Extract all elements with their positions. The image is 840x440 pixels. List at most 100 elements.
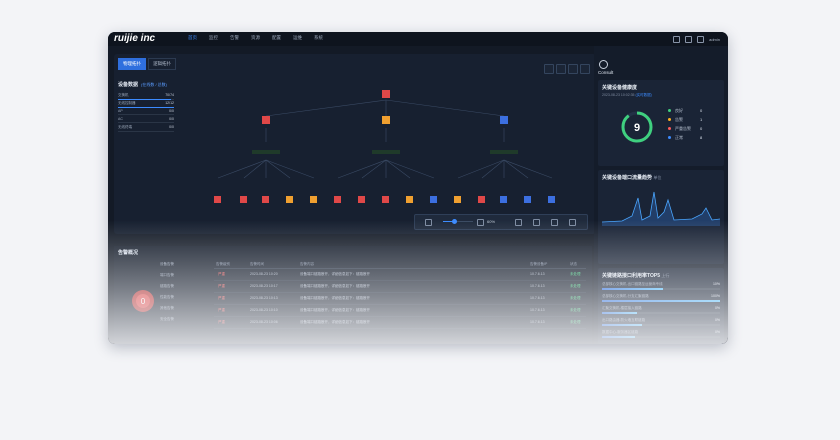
layout-icon[interactable]: [568, 64, 578, 74]
top5-title: 关键链路接口利用率TOP5 上行: [602, 273, 670, 279]
table-row[interactable]: 严重 2023-08-23 10:06 设备端口链路断开，详细信息如下：链路断开…: [214, 317, 586, 329]
tab-logical-topology[interactable]: 逻辑拓扑: [148, 58, 176, 70]
main-nav: 首页 监控 告警 资源 配置 运维 系统: [188, 35, 323, 41]
fullscreen-icon[interactable]: [580, 64, 590, 74]
alarm-category[interactable]: 设备告警: [160, 262, 174, 266]
zoom-slider-handle[interactable]: [452, 219, 457, 224]
zoom-out-icon[interactable]: [425, 219, 432, 226]
zoom-slider[interactable]: [443, 221, 473, 223]
access-node[interactable]: [286, 196, 293, 203]
alarm-category[interactable]: 安全告警: [160, 317, 174, 321]
bell-icon[interactable]: [697, 36, 705, 43]
app-window: ruijie inc 首页 监控 告警 资源 配置 运维 系统 admin 物理…: [108, 32, 728, 344]
alarm-category[interactable]: 性能告警: [160, 295, 174, 299]
alarm-total: 0: [141, 297, 146, 306]
nav-item-config[interactable]: 配置: [272, 35, 281, 40]
zoom-search-icon[interactable]: [599, 60, 608, 69]
traffic-card: 关键设备端口流量趋势 单位: [598, 170, 724, 264]
device-stats-title: 设备数据 (在线数 / 总数): [118, 82, 168, 88]
access-node[interactable]: [240, 196, 247, 203]
nav-item-system[interactable]: 系统: [314, 35, 323, 40]
search-icon[interactable]: [544, 64, 554, 74]
zoom-in-icon[interactable]: [477, 219, 484, 226]
traffic-chart: [602, 191, 720, 226]
aggregation-node[interactable]: [262, 116, 270, 124]
aggregation-node[interactable]: [382, 116, 390, 124]
top5-row: 汇聚交换机-楼层接入链路 0%: [602, 306, 720, 314]
device-stat-row: AP 0/0: [118, 109, 174, 116]
legend-item: 良好 0: [668, 108, 702, 117]
right-panel-header: Consult: [598, 70, 614, 75]
top5-card: 关键链路接口利用率TOP5 上行 总部核心交换机-出口链路至运营商专线 10% 总…: [598, 268, 724, 344]
alarm-category[interactable]: 链路告警: [160, 284, 174, 288]
grid-icon[interactable]: [673, 36, 681, 43]
legend-item: 告警 1: [668, 117, 702, 126]
zoom-level[interactable]: 60%: [487, 219, 496, 224]
alarm-table: 告警级别 告警时间 告警内容 告警设备IP 状态 严重 2023-08-23 1…: [214, 260, 586, 329]
access-node[interactable]: [358, 196, 365, 203]
topology-zoom-bar: 60%: [414, 214, 588, 230]
legend-item: 正常 8: [668, 135, 702, 144]
access-node[interactable]: [454, 196, 461, 203]
table-row[interactable]: 严重 2023-08-23 10:13 设备端口链路断开，详细信息如下：链路断开…: [214, 293, 586, 305]
aggregation-node[interactable]: [500, 116, 508, 124]
access-node[interactable]: [262, 196, 269, 203]
access-node[interactable]: [334, 196, 341, 203]
nav-item-home[interactable]: 首页: [188, 35, 197, 40]
top5-row: 出口路由器-防火墙互联链路 0%: [602, 318, 720, 326]
alarm-category[interactable]: 其他告警: [160, 306, 174, 310]
access-node[interactable]: [430, 196, 437, 203]
hand-tool-icon[interactable]: [515, 219, 522, 226]
access-node[interactable]: [524, 196, 531, 203]
health-legend: 良好 0 告警 1 严重告警 0 正常 8: [668, 108, 702, 144]
access-node[interactable]: [478, 196, 485, 203]
nav-item-alarm[interactable]: 告警: [230, 35, 239, 40]
help-icon[interactable]: [685, 36, 693, 43]
nav-item-resource[interactable]: 资源: [251, 35, 260, 40]
health-gauge: 9: [621, 111, 653, 143]
alarm-categories: 设备告警 端口告警 链路告警 性能告警 其他告警 安全告警: [160, 262, 174, 328]
device-stat-bar: [118, 99, 172, 101]
top5-row: 总部核心交换机-分支汇聚链路 100%: [602, 294, 720, 302]
device-stat-row: 无线终端 0/0: [118, 125, 174, 133]
topology-tabs: 物理拓扑 逻辑拓扑: [118, 58, 176, 70]
frame-icon[interactable]: [551, 219, 558, 226]
export-icon[interactable]: [569, 219, 576, 226]
alarm-panel: 告警概况 0 设备告警 端口告警 链路告警 性能告警 其他告警 安全告警 告警级…: [114, 246, 592, 344]
nav-item-ops[interactable]: 运维: [293, 35, 302, 40]
health-card-title: 关键设备健康度: [602, 85, 638, 91]
header-tools: admin: [673, 36, 720, 43]
access-node[interactable]: [406, 196, 413, 203]
health-card: 关键设备健康度 2023-08-23 10:02:35 (实时数据) 9 良好 0…: [598, 80, 724, 166]
access-node[interactable]: [214, 196, 221, 203]
user-name[interactable]: admin: [709, 37, 720, 42]
device-stat-row: AC 0/0: [118, 117, 174, 124]
top5-filter-select[interactable]: 上行: [661, 273, 670, 278]
access-node[interactable]: [310, 196, 317, 203]
refresh-icon[interactable]: [556, 64, 566, 74]
alarm-category[interactable]: 端口告警: [160, 273, 174, 277]
tab-physical-topology[interactable]: 物理拓扑: [118, 58, 146, 70]
top-bar: ruijie inc 首页 监控 告警 资源 配置 运维 系统 admin: [108, 32, 728, 46]
top5-row: 数据中心-服务器区链路 0%: [602, 330, 720, 338]
alarm-table-header: 告警级别 告警时间 告警内容 告警设备IP 状态: [214, 260, 586, 269]
brand-logo: ruijie inc: [114, 33, 156, 44]
table-row[interactable]: 严重 2023-08-23 10:10 设备端口链路断开，详细信息如下：链路断开…: [214, 305, 586, 317]
legend-item: 严重告警 0: [668, 126, 702, 135]
access-node[interactable]: [382, 196, 389, 203]
device-stat-row: 交换机 70/74: [118, 93, 174, 101]
top5-row: 总部核心交换机-出口链路至运营商专线 10%: [602, 282, 720, 290]
nav-item-monitor[interactable]: 监控: [209, 35, 218, 40]
traffic-unit-select[interactable]: 单位: [653, 175, 662, 180]
topology-graph: [214, 90, 555, 203]
device-stats-link[interactable]: (在线数 / 总数): [141, 82, 168, 87]
table-row[interactable]: 严重 2023-08-23 10:20 设备端口链路断开，详细信息如下：链路断开…: [214, 269, 586, 281]
access-node[interactable]: [500, 196, 507, 203]
alarm-donut: 0: [132, 290, 154, 312]
expand-icon[interactable]: [533, 219, 540, 226]
alarm-panel-title: 告警概况: [118, 250, 139, 256]
table-row[interactable]: 严重 2023-08-23 10:17 设备端口链路断开，详细信息如下：链路断开…: [214, 281, 586, 293]
health-score: 9: [634, 122, 640, 134]
access-node[interactable]: [548, 196, 555, 203]
core-switch-node[interactable]: [382, 90, 390, 98]
